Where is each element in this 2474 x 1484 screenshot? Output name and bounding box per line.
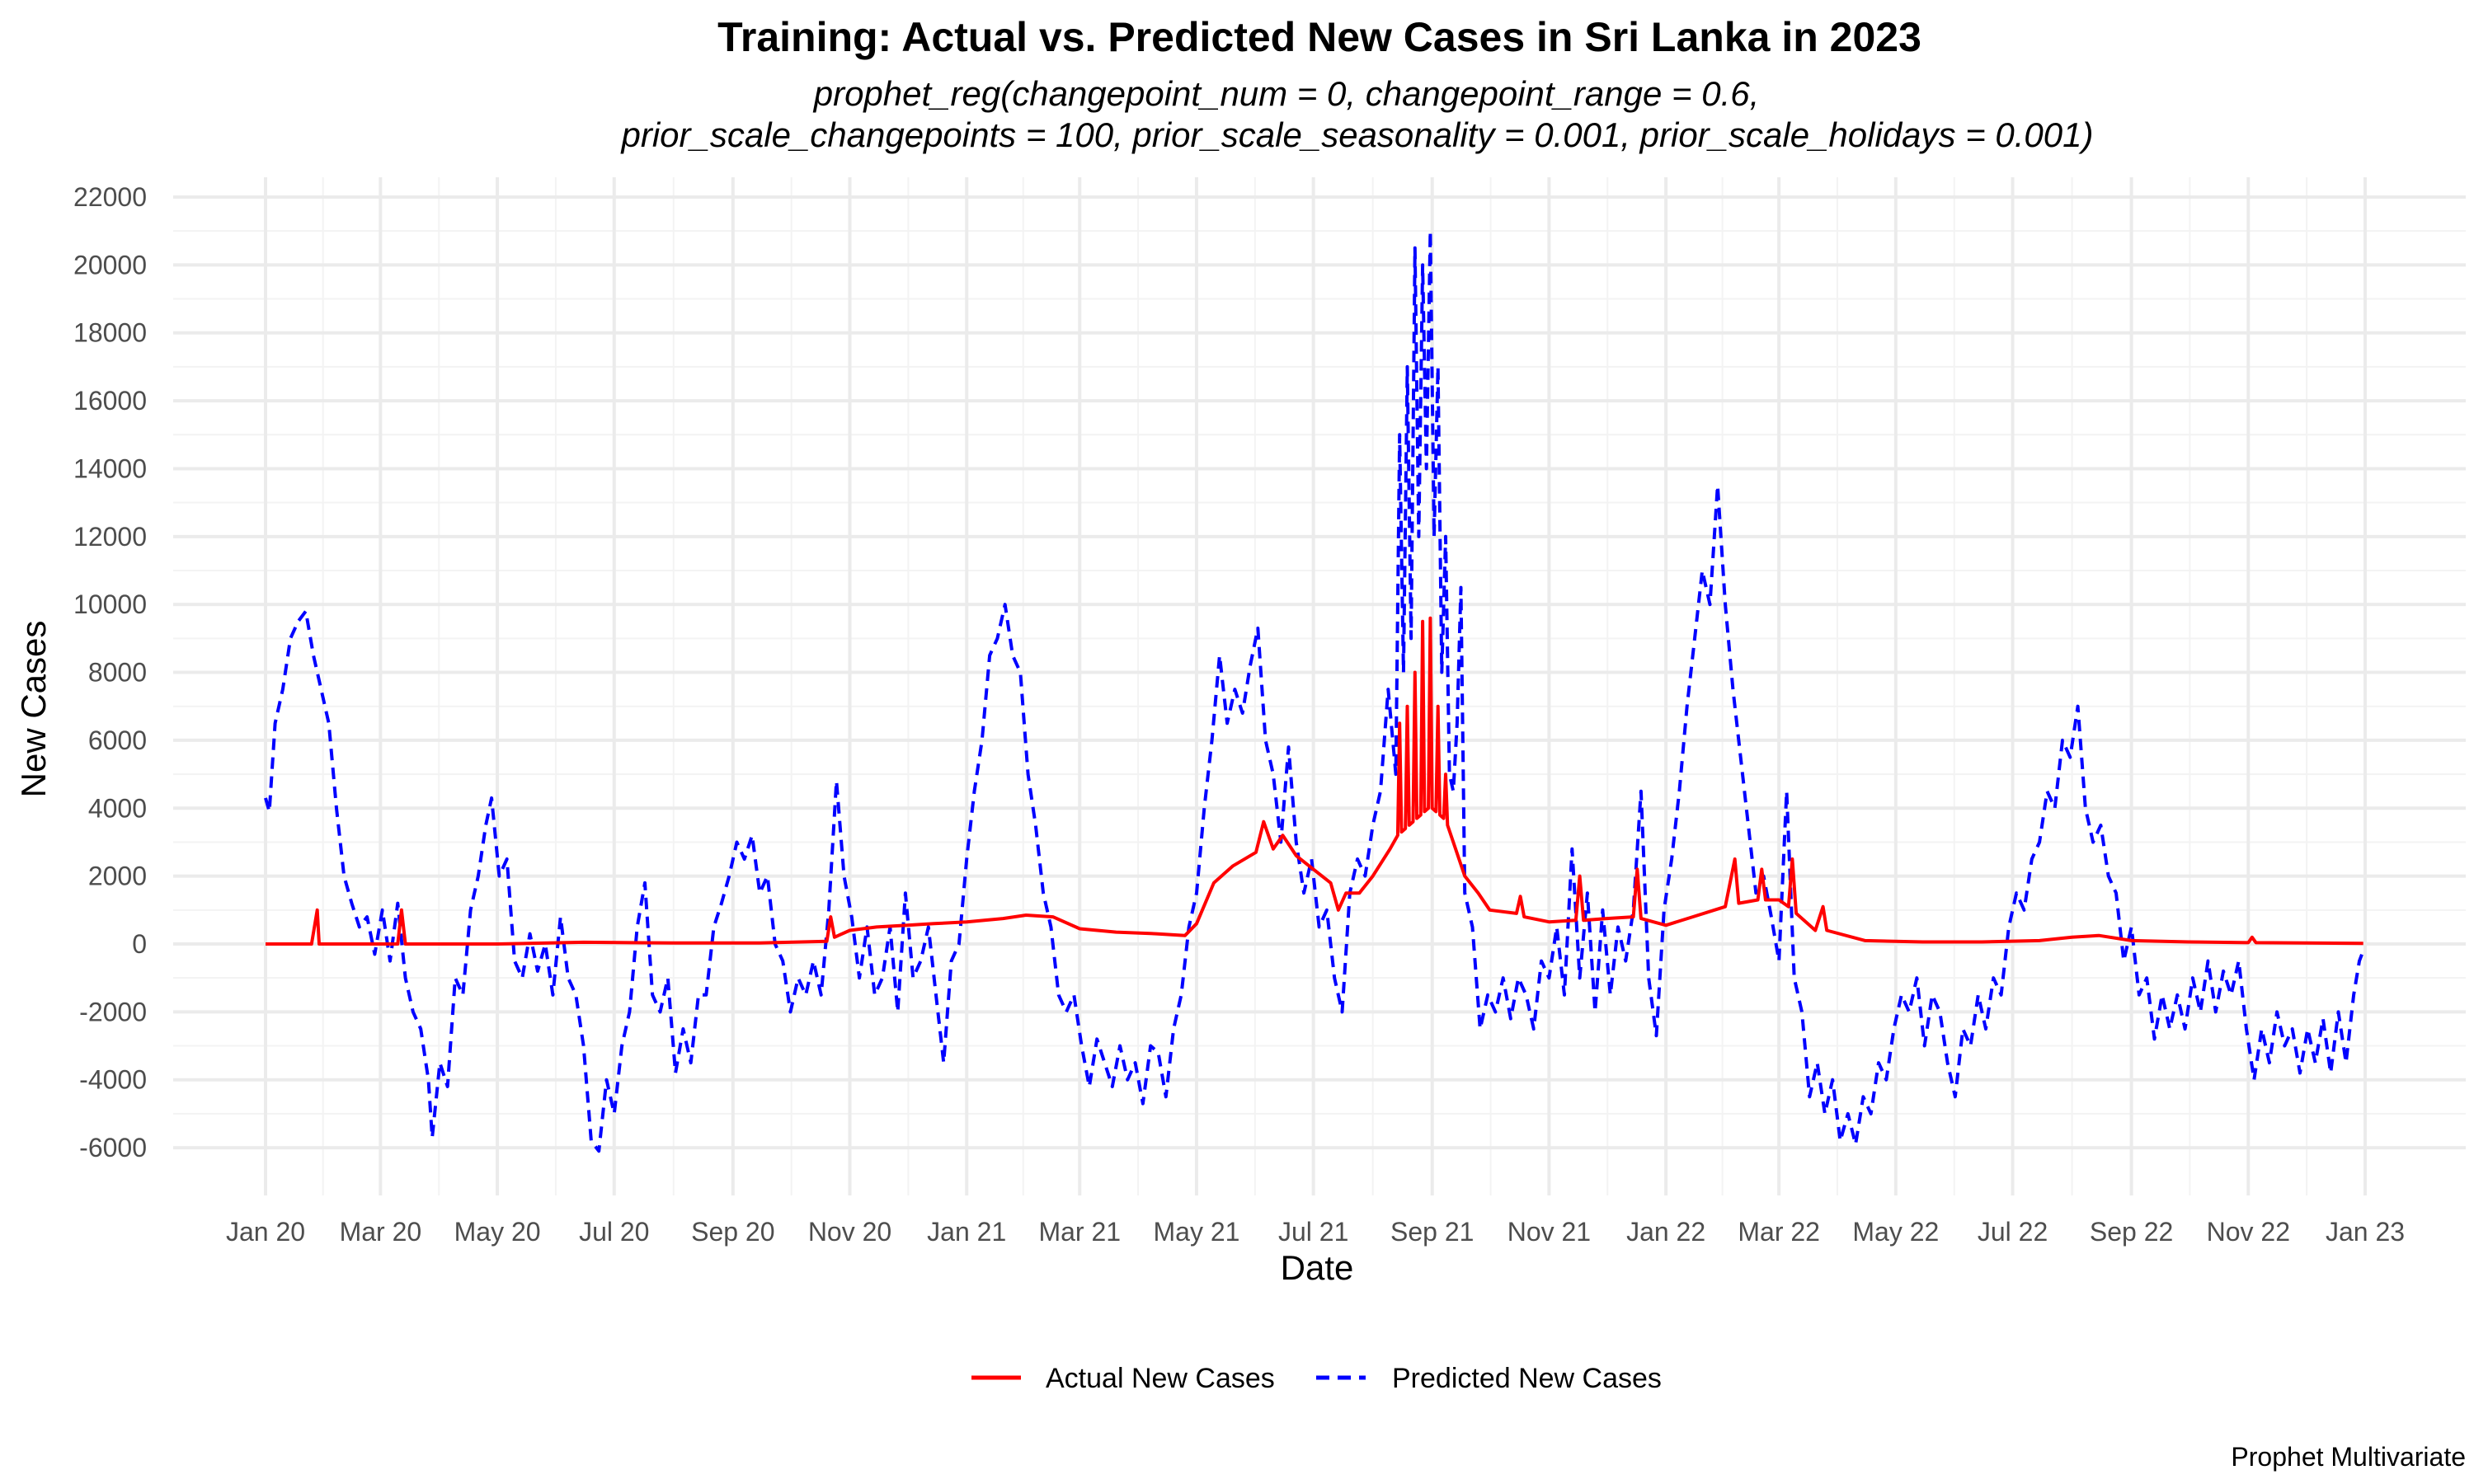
series-line-predicted	[264, 229, 2365, 1153]
x-tick-label: May 21	[1154, 1217, 1240, 1247]
x-tick-label: May 22	[1852, 1217, 1939, 1247]
legend-item-actual: Actual New Cases	[971, 1363, 1275, 1394]
x-tick-label: Jul 20	[579, 1217, 649, 1247]
legend-item-predicted: Predicted New Cases	[1316, 1363, 1662, 1394]
y-tick-label: 12000	[73, 522, 147, 552]
x-tick-label: Jan 20	[226, 1217, 305, 1247]
x-tick-label: Mar 22	[1738, 1217, 1820, 1247]
series-line-actual	[266, 616, 2363, 946]
x-tick-label: Sep 21	[1390, 1217, 1474, 1247]
legend-label-predicted: Predicted New Cases	[1392, 1363, 1662, 1394]
x-tick-label: Jan 22	[1626, 1217, 1705, 1247]
chart-subtitle-line-2: prior_scale_changepoints = 100, prior_sc…	[620, 115, 2094, 154]
y-tick-label: -4000	[79, 1065, 147, 1095]
x-tick-labels: Jan 20 Mar 20 May 20 Jul 20 Sep 20 Nov 20 Jan …	[226, 1217, 2405, 1247]
x-tick-label: Jul 22	[1978, 1217, 2048, 1247]
x-tick-label: Mar 20	[340, 1217, 422, 1247]
series-layer	[264, 229, 2365, 1153]
y-tick-label: 18000	[73, 318, 147, 348]
x-tick-label: Nov 21	[1507, 1217, 1591, 1247]
x-tick-label: Jul 21	[1278, 1217, 1348, 1247]
y-tick-label: 4000	[88, 793, 147, 823]
x-tick-label: May 20	[454, 1217, 541, 1247]
y-tick-label: 2000	[88, 862, 147, 891]
x-tick-label: Sep 22	[2090, 1217, 2173, 1247]
y-tick-label: 6000	[88, 726, 147, 755]
x-axis-title: Date	[1281, 1248, 1354, 1287]
grid-layer	[173, 177, 2466, 1195]
chart-caption: Prophet Multivariate	[2231, 1442, 2466, 1472]
chart-title: Training: Actual vs. Predicted New Cases…	[717, 14, 1921, 60]
y-tick-label: 8000	[88, 658, 147, 688]
y-tick-label: 22000	[73, 182, 147, 212]
y-tick-labels: -6000 -4000 -2000 0 2000 4000 6000 8000 10000 120…	[73, 182, 147, 1162]
y-tick-label: 0	[132, 929, 147, 959]
x-tick-label: Nov 20	[808, 1217, 891, 1247]
x-tick-label: Mar 21	[1038, 1217, 1121, 1247]
chart-subtitle-line-1: prophet_reg(changepoint_num = 0, changep…	[812, 74, 1760, 113]
x-tick-label: Jan 21	[927, 1217, 1006, 1247]
legend-label-actual: Actual New Cases	[1046, 1363, 1275, 1394]
x-tick-label: Nov 22	[2207, 1217, 2290, 1247]
legend: Actual New Cases Predicted New Cases	[971, 1363, 1662, 1394]
y-tick-label: -6000	[79, 1133, 147, 1162]
y-tick-label: 16000	[73, 386, 147, 416]
y-tick-label: 10000	[73, 589, 147, 619]
x-tick-label: Jan 23	[2326, 1217, 2405, 1247]
x-tick-label: Sep 20	[691, 1217, 774, 1247]
y-tick-label: -2000	[79, 997, 147, 1026]
y-axis-title: New Cases	[14, 621, 53, 798]
y-tick-label: 20000	[73, 250, 147, 279]
y-tick-label: 14000	[73, 453, 147, 483]
